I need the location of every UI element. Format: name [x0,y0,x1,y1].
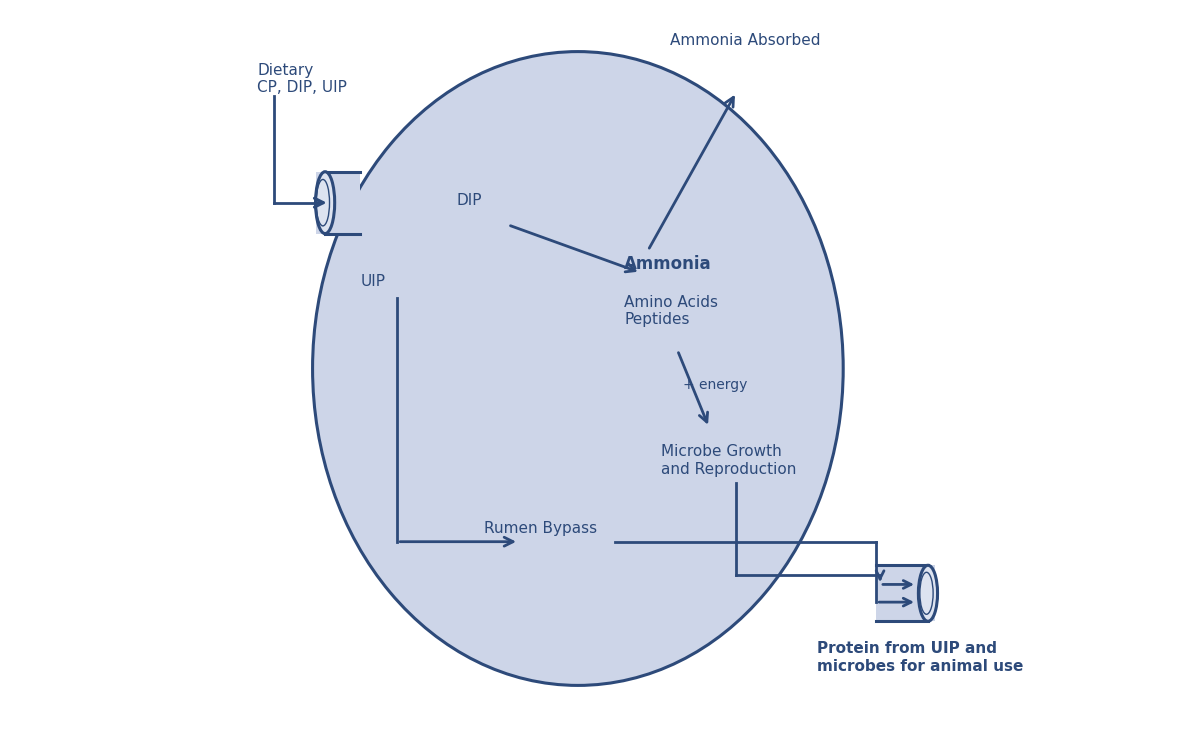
Text: + energy: + energy [683,378,746,391]
Text: DIP: DIP [456,193,481,208]
Ellipse shape [316,172,335,234]
Text: Microbe Growth
and Reproduction: Microbe Growth and Reproduction [661,444,797,477]
Text: Protein from UIP and
microbes for animal use: Protein from UIP and microbes for animal… [817,641,1024,674]
Text: Amino Acids
Peptides: Amino Acids Peptides [624,295,719,327]
Text: Rumen Bypass: Rumen Bypass [484,521,596,536]
Text: Ammonia: Ammonia [624,255,712,273]
Text: Ammonia Absorbed: Ammonia Absorbed [670,33,821,48]
Bar [317,172,360,234]
Text: Dietary
CP, DIP, UIP: Dietary CP, DIP, UIP [257,63,347,95]
Ellipse shape [918,565,937,621]
Ellipse shape [312,52,844,685]
Bar [876,565,935,621]
Text: UIP: UIP [360,274,385,289]
